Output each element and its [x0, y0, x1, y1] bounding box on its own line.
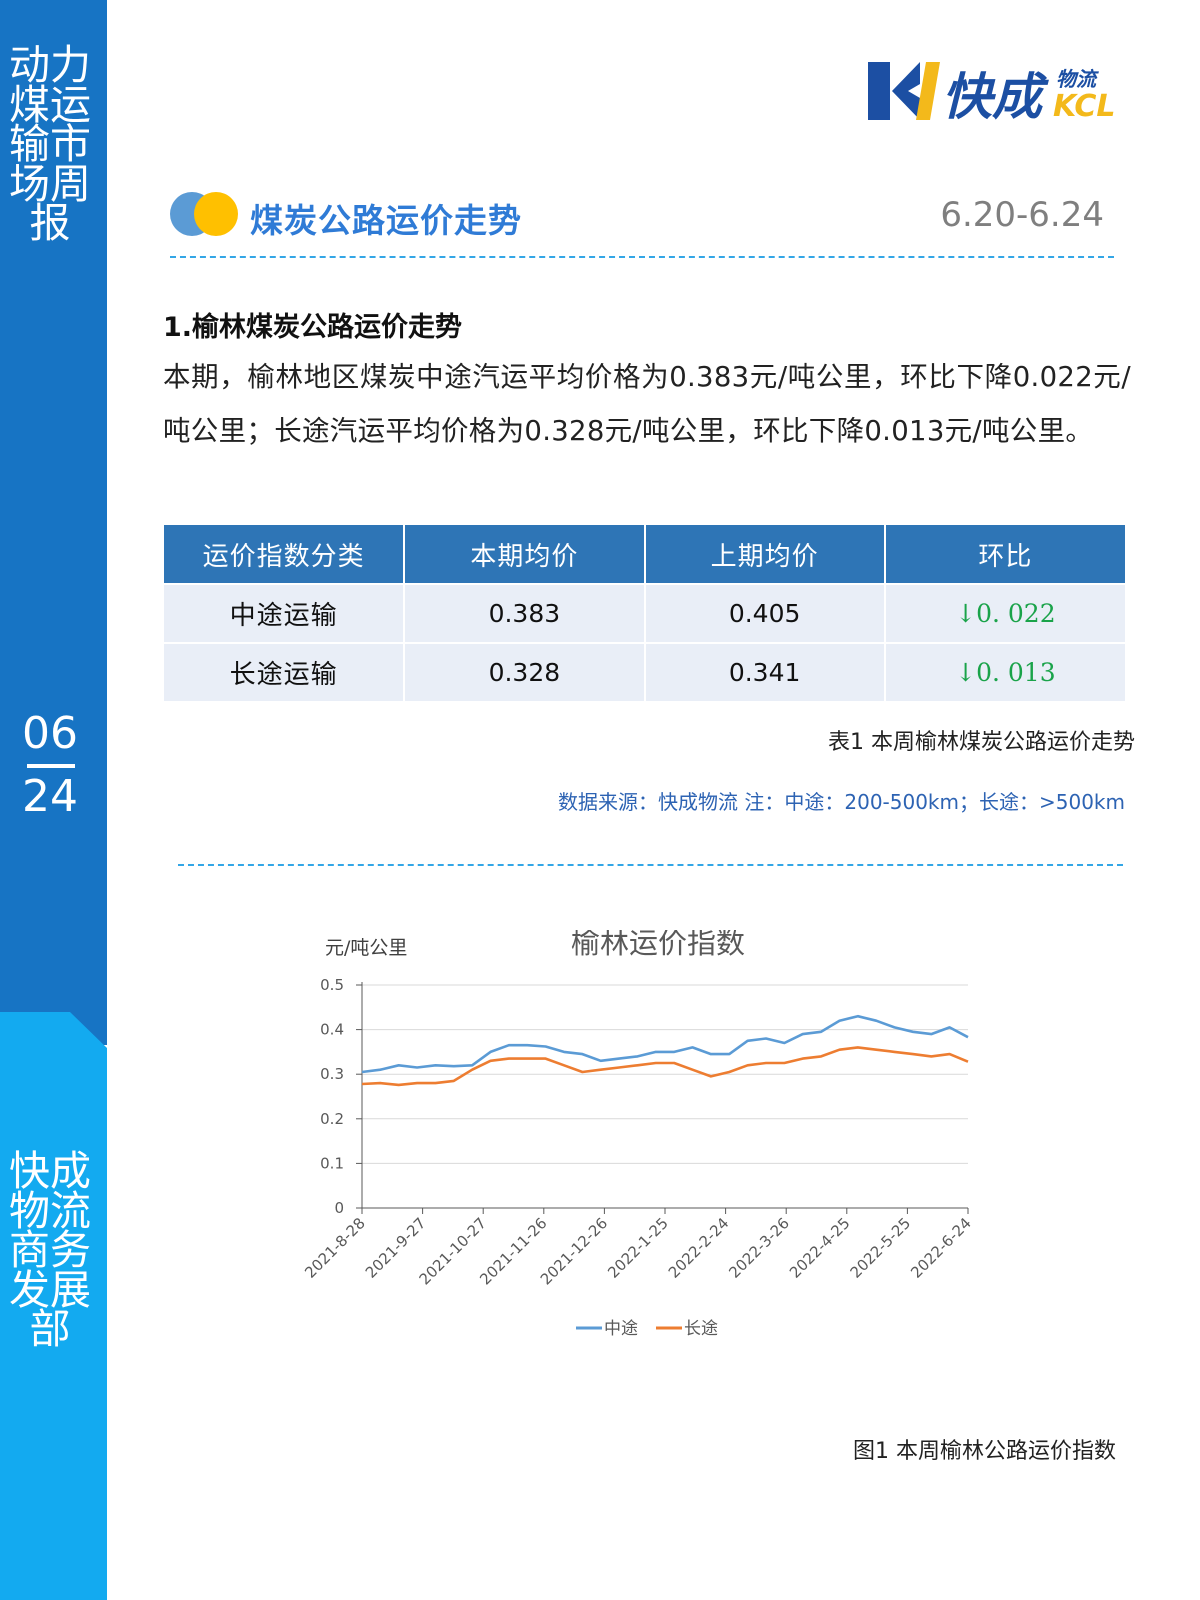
sidebar-panel-bottom: [0, 1012, 107, 1600]
sidebar-department: 快成物流商务发展部: [9, 1147, 91, 1353]
sidebar-panel-top: [0, 0, 107, 1045]
series-line-长途: [361, 1046, 969, 1087]
sidebar-day: 24: [22, 771, 78, 822]
y-tick-label: 0.4: [320, 1021, 344, 1039]
sidebar-date-divider: [27, 764, 75, 768]
x-tick-label: 2022-1-25: [604, 1214, 672, 1282]
sidebar-report-title: 动力煤运输市场周报: [9, 41, 91, 247]
column-header: 运价指数分类: [164, 525, 406, 584]
row-category: 长途运输: [164, 642, 406, 701]
x-tick-label: 2022-5-25: [847, 1214, 915, 1282]
table-row: 中途运输 0.383 0.405 ↓0. 022: [164, 583, 1125, 643]
series-line-中途: [361, 1014, 969, 1074]
x-tick-label: 2022-3-26: [725, 1214, 793, 1282]
row-change: ↓0. 013: [884, 642, 1125, 701]
x-tick-label: 2022-2-24: [665, 1214, 733, 1282]
date-range: 6.20-6.24: [940, 195, 1104, 235]
logo-k-mark-icon: [868, 62, 890, 120]
row-current-price: 0.383: [404, 583, 646, 643]
sidebar-month: 06: [22, 708, 78, 759]
chart-title: 榆林运价指数: [571, 930, 745, 960]
row-previous-price: 0.405: [644, 583, 886, 643]
row-change: ↓0. 022: [884, 583, 1125, 643]
x-tick-label: 2022-4-25: [786, 1214, 854, 1282]
row-category: 中途运输: [164, 583, 406, 643]
legend-label: 中途: [604, 1319, 638, 1339]
column-header: 本期均价: [404, 525, 646, 584]
chart-caption: 图1 本周榆林公路运价指数: [853, 1439, 1116, 1464]
y-tick-label: 0.3: [320, 1065, 344, 1083]
x-tick-label: 2022-6-24: [907, 1214, 975, 1282]
summary-paragraph: 本期，榆林地区煤炭中途汽运平均价格为0.383元/吨公里，环比下降0.022元/…: [163, 361, 1131, 447]
table-row: 长途运输 0.328 0.341 ↓0. 013: [164, 642, 1125, 701]
table-caption: 表1 本周榆林煤炭公路运价走势: [828, 730, 1135, 755]
logo-brand-cn: 快成: [942, 68, 1049, 124]
y-tick-label: 0.5: [320, 976, 344, 994]
section-title: 煤炭公路运价走势: [250, 201, 522, 240]
dashed-divider: [170, 256, 1114, 258]
table-header-row: 运价指数分类 本期均价 上期均价 环比: [164, 525, 1125, 584]
column-header: 环比: [884, 525, 1125, 584]
legend-label: 长途: [684, 1319, 718, 1339]
column-header: 上期均价: [644, 525, 886, 584]
logo-brand-en: KCL: [1053, 89, 1115, 124]
y-tick-label: 0.2: [320, 1110, 344, 1128]
y-tick-label: 0.1: [320, 1154, 344, 1172]
source-note: 数据来源：快成物流 注：中途：200-500km；长途：>500km: [558, 790, 1125, 814]
logo-brand-small: 物流: [1056, 67, 1099, 91]
two-overlapping-circles-icon: [170, 192, 238, 236]
subheading: 1.榆林煤炭公路运价走势: [163, 312, 463, 343]
row-previous-price: 0.341: [644, 642, 886, 701]
company-logo: 快成 物流 KCL: [868, 62, 1115, 124]
y-axis-label: 元/吨公里: [325, 937, 407, 959]
dashed-divider: [178, 864, 1123, 866]
line-chart: 榆林运价指数 元/吨公里 0 0.1 0.2 0.3 0.4 0.5 2021-8-28 20…: [301, 930, 975, 1339]
row-current-price: 0.328: [404, 642, 646, 701]
x-tick-label: 2021-8-28: [301, 1214, 369, 1282]
y-tick-label: 0: [334, 1199, 344, 1217]
price-table: 运价指数分类 本期均价 上期均价 环比 中途运输 0.383 0.405 ↓0.…: [164, 525, 1125, 701]
